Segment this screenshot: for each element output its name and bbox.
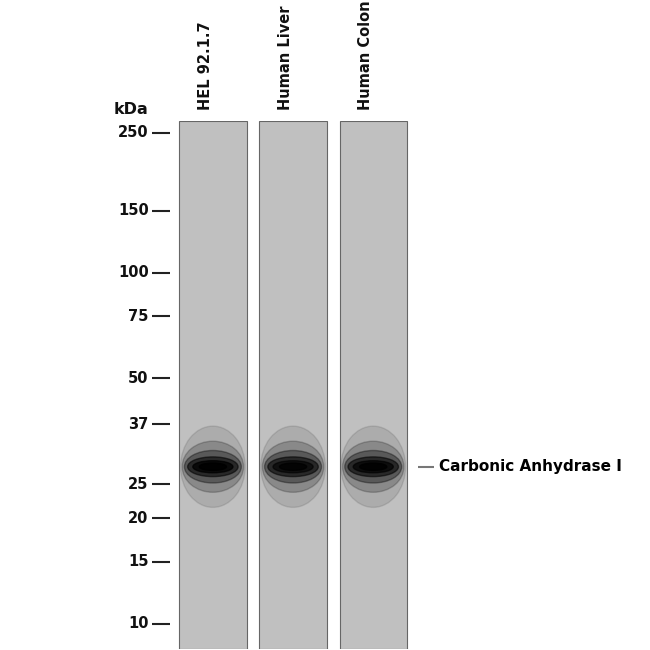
Text: HEL 92.1.7: HEL 92.1.7	[198, 22, 213, 110]
Text: 10: 10	[128, 616, 149, 631]
Ellipse shape	[348, 457, 398, 476]
Ellipse shape	[185, 450, 241, 483]
Text: kDa: kDa	[114, 102, 149, 117]
Ellipse shape	[353, 461, 393, 473]
Text: 100: 100	[118, 265, 149, 280]
Ellipse shape	[181, 426, 245, 508]
Text: 20: 20	[128, 511, 149, 526]
Text: Human Liver: Human Liver	[278, 6, 293, 110]
Bar	[179, 121, 246, 649]
Ellipse shape	[280, 463, 307, 471]
Text: 150: 150	[118, 203, 149, 218]
Ellipse shape	[263, 441, 324, 492]
Ellipse shape	[193, 461, 233, 473]
Ellipse shape	[344, 450, 402, 483]
Ellipse shape	[341, 426, 406, 508]
Text: Carbonic Anhydrase I: Carbonic Anhydrase I	[439, 460, 622, 474]
Ellipse shape	[343, 441, 404, 492]
Ellipse shape	[188, 457, 238, 476]
Text: 250: 250	[118, 125, 149, 140]
Text: 75: 75	[128, 309, 149, 324]
Ellipse shape	[359, 463, 387, 471]
Ellipse shape	[265, 450, 322, 483]
Ellipse shape	[182, 441, 244, 492]
Ellipse shape	[273, 461, 313, 473]
Ellipse shape	[200, 463, 226, 471]
Text: 15: 15	[128, 554, 149, 569]
Bar	[339, 121, 407, 649]
Ellipse shape	[268, 457, 318, 476]
Text: Human Colon: Human Colon	[358, 1, 373, 111]
Text: 50: 50	[128, 370, 149, 386]
Text: 25: 25	[128, 476, 149, 491]
Bar	[259, 121, 327, 649]
Ellipse shape	[261, 426, 326, 508]
Text: 37: 37	[129, 417, 149, 432]
